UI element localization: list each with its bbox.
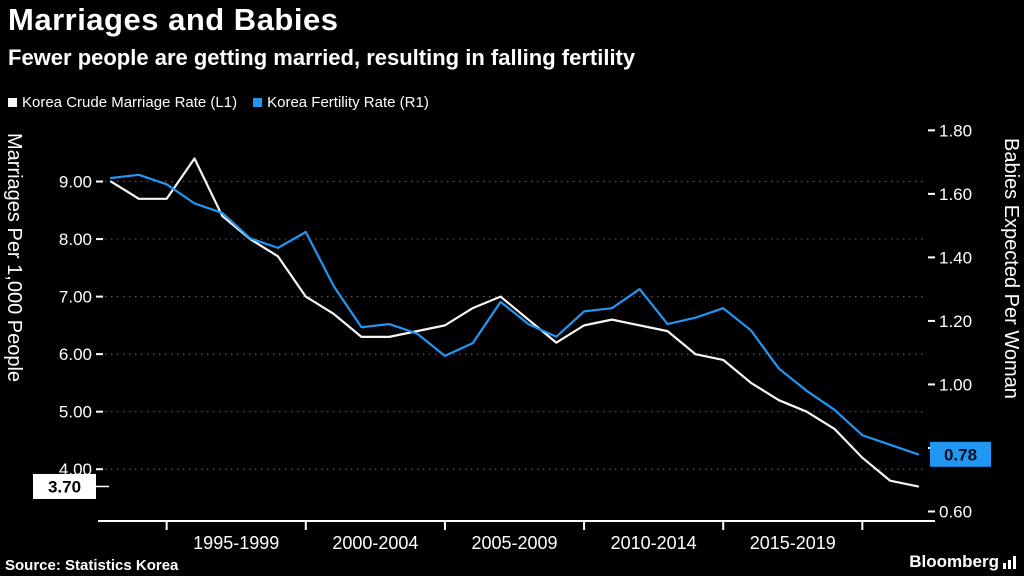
- legend-item-marriage-rate: Korea Crude Marriage Rate (L1): [8, 94, 237, 111]
- svg-text:0.78: 0.78: [944, 445, 977, 464]
- svg-text:1.80: 1.80: [939, 121, 972, 140]
- svg-text:6.00: 6.00: [59, 345, 92, 364]
- bloomberg-wordmark: Bloomberg: [909, 552, 999, 571]
- svg-text:5.00: 5.00: [59, 403, 92, 422]
- svg-text:1.40: 1.40: [939, 248, 972, 267]
- svg-text:2010-2014: 2010-2014: [611, 533, 697, 553]
- bloomberg-chart-icon: [1003, 555, 1016, 569]
- chart-title: Marriages and Babies: [8, 2, 339, 37]
- svg-text:0.60: 0.60: [939, 502, 972, 521]
- svg-text:3.70: 3.70: [48, 477, 81, 496]
- right-axis-title: Babies Expected Per Woman: [1000, 138, 1022, 399]
- svg-text:1.60: 1.60: [939, 185, 972, 204]
- svg-text:9.00: 9.00: [59, 173, 92, 192]
- svg-text:2015-2019: 2015-2019: [750, 533, 836, 553]
- chart-subtitle: Fewer people are getting married, result…: [8, 45, 636, 70]
- svg-text:1.00: 1.00: [939, 375, 972, 394]
- legend-label-fertility-rate: Korea Fertility Rate (R1): [267, 94, 429, 111]
- svg-text:1995-1999: 1995-1999: [193, 533, 279, 553]
- bloomberg-logo: Bloomberg: [909, 552, 1016, 572]
- svg-text:2000-2004: 2000-2004: [332, 533, 418, 553]
- svg-text:1.20: 1.20: [939, 312, 972, 331]
- legend-item-fertility-rate: Korea Fertility Rate (R1): [253, 94, 429, 111]
- fertility-rate-swatch-icon: [253, 98, 263, 107]
- source-note: Source: Statistics Korea: [5, 557, 179, 574]
- marriage-rate-swatch-icon: [8, 98, 17, 107]
- svg-text:8.00: 8.00: [59, 230, 92, 249]
- legend-label-marriage-rate: Korea Crude Marriage Rate (L1): [22, 94, 238, 111]
- svg-text:2005-2009: 2005-2009: [471, 533, 557, 553]
- legend: Korea Crude Marriage Rate (L1) Korea Fer…: [8, 94, 429, 111]
- svg-text:7.00: 7.00: [59, 288, 92, 307]
- left-axis-title: Marriages Per 1,000 People: [3, 133, 25, 383]
